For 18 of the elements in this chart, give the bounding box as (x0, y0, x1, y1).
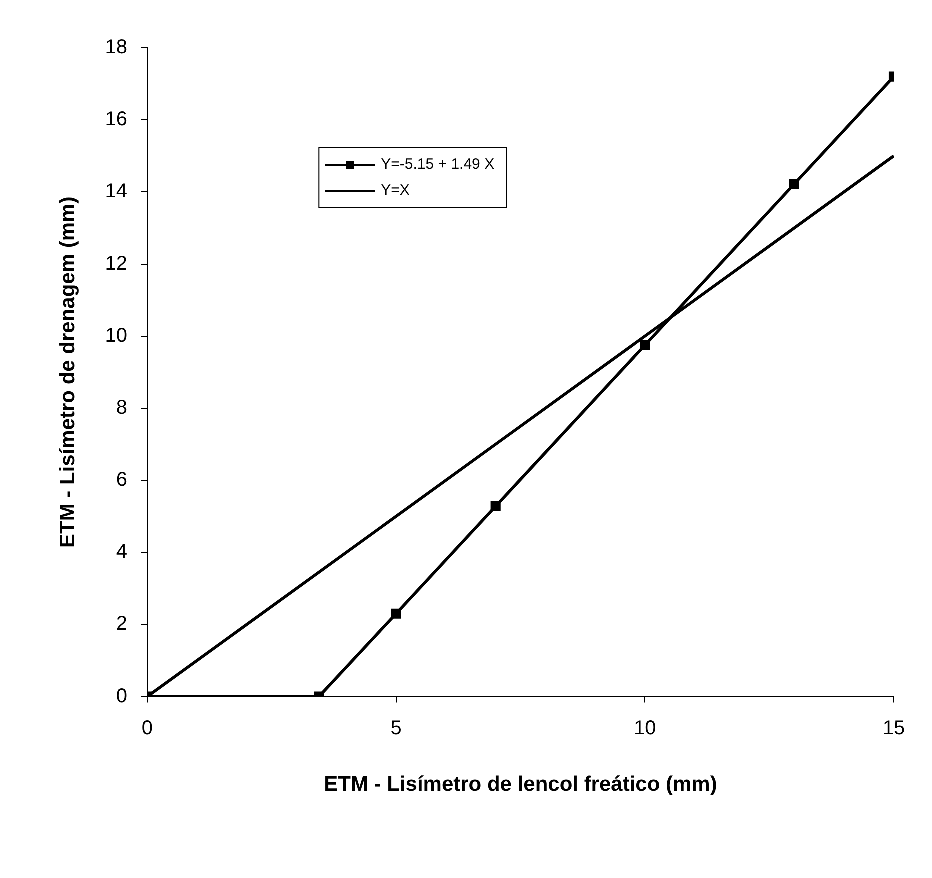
x-tick-label: 15 (882, 717, 906, 740)
y-tick-label: 12 (105, 252, 128, 275)
y-tick-label: 16 (105, 108, 128, 131)
y-axis-title: ETM - Lisímetro de drenagem (mm) (56, 196, 80, 548)
y-tick-label: 0 (116, 685, 128, 708)
legend-label: Y=X (381, 182, 410, 200)
y-tick-label: 4 (116, 541, 128, 564)
legend-label: Y=-5.15 + 1.49 X (381, 156, 495, 174)
x-axis-title: ETM - Lisímetro de lencol freático (mm) (324, 773, 718, 796)
x-tick-label: 0 (142, 717, 154, 740)
x-tick-label: 10 (634, 717, 656, 740)
y-tick-label: 14 (105, 180, 128, 203)
y-tick-label: 18 (105, 36, 128, 59)
y-tick-label: 6 (116, 469, 128, 492)
x-tick-label: 5 (390, 717, 402, 740)
y-tick-label: 8 (116, 396, 128, 419)
y-tick-label: 2 (116, 613, 128, 636)
y-tick-label: 10 (105, 324, 128, 347)
